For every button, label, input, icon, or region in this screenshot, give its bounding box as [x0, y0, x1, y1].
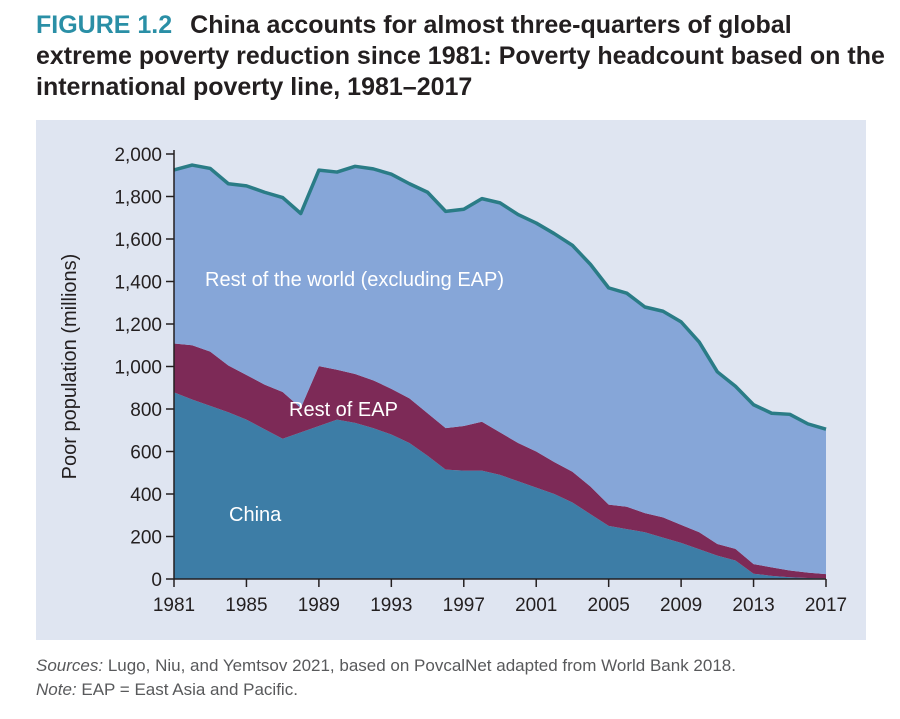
x-tick-label: 2001: [515, 595, 557, 616]
y-tick-label: 1,800: [114, 188, 162, 209]
china-area: [174, 392, 826, 579]
y-tick-label: 2,000: [114, 145, 162, 166]
note-label: Note:: [36, 680, 77, 699]
rest-of-world-area: [174, 165, 826, 575]
x-tick-label: 1997: [443, 595, 485, 616]
x-tick-label: 1981: [153, 595, 195, 616]
x-tick-label: 2009: [660, 595, 702, 616]
x-tick-label: 2005: [588, 595, 630, 616]
y-tick-label: 800: [130, 400, 162, 421]
y-tick-label: 600: [130, 443, 162, 464]
x-tick-label: 1985: [225, 595, 267, 616]
y-tick-label: 200: [130, 528, 162, 549]
x-tick-label: 2017: [805, 595, 847, 616]
note-line: Note: EAP = East Asia and Pacific.: [36, 678, 886, 702]
rest-of-eap-label: Rest of EAP: [289, 399, 398, 421]
rest-of-eap-area: [174, 343, 826, 579]
chart-panel: 0 200 400 600 800 1,000 1,200 1,400 1,600 1,800 2,…: [36, 120, 866, 640]
sources-text: Lugo, Niu, and Yemtsov 2021, based on Po…: [103, 656, 736, 675]
total-line: [173, 163, 827, 431]
sources-line: Sources: Lugo, Niu, and Yemtsov 2021, ba…: [36, 654, 886, 678]
x-tick-label: 1989: [298, 595, 340, 616]
y-tick-label: 1,600: [114, 230, 162, 251]
y-tick-label: 1,400: [114, 273, 162, 294]
x-tick-label: 2013: [732, 595, 774, 616]
sources-label: Sources:: [36, 656, 104, 675]
y-tick-label: 400: [130, 485, 162, 506]
x-tick-label: 1993: [370, 595, 412, 616]
note-text: EAP = East Asia and Pacific.: [76, 680, 298, 699]
y-axis-label: Poor population (millions): [59, 254, 81, 480]
rest-of-world-label: Rest of the world (excluding EAP): [205, 269, 504, 291]
figure-footer: Sources: Lugo, Niu, and Yemtsov 2021, ba…: [36, 654, 886, 702]
figure-title-block: FIGURE 1.2 China accounts for almost thre…: [36, 10, 886, 103]
china-label: China: [229, 504, 282, 526]
figure-label: FIGURE 1.2: [36, 11, 173, 39]
y-tick-label: 0: [151, 570, 162, 591]
y-tick-label: 1,200: [114, 315, 162, 336]
poverty-chart: 0 200 400 600 800 1,000 1,200 1,400 1,600 1,800 2,…: [59, 145, 847, 616]
y-tick-label: 1,000: [114, 358, 162, 379]
figure-title: China accounts for almost three-quarters…: [36, 11, 885, 101]
